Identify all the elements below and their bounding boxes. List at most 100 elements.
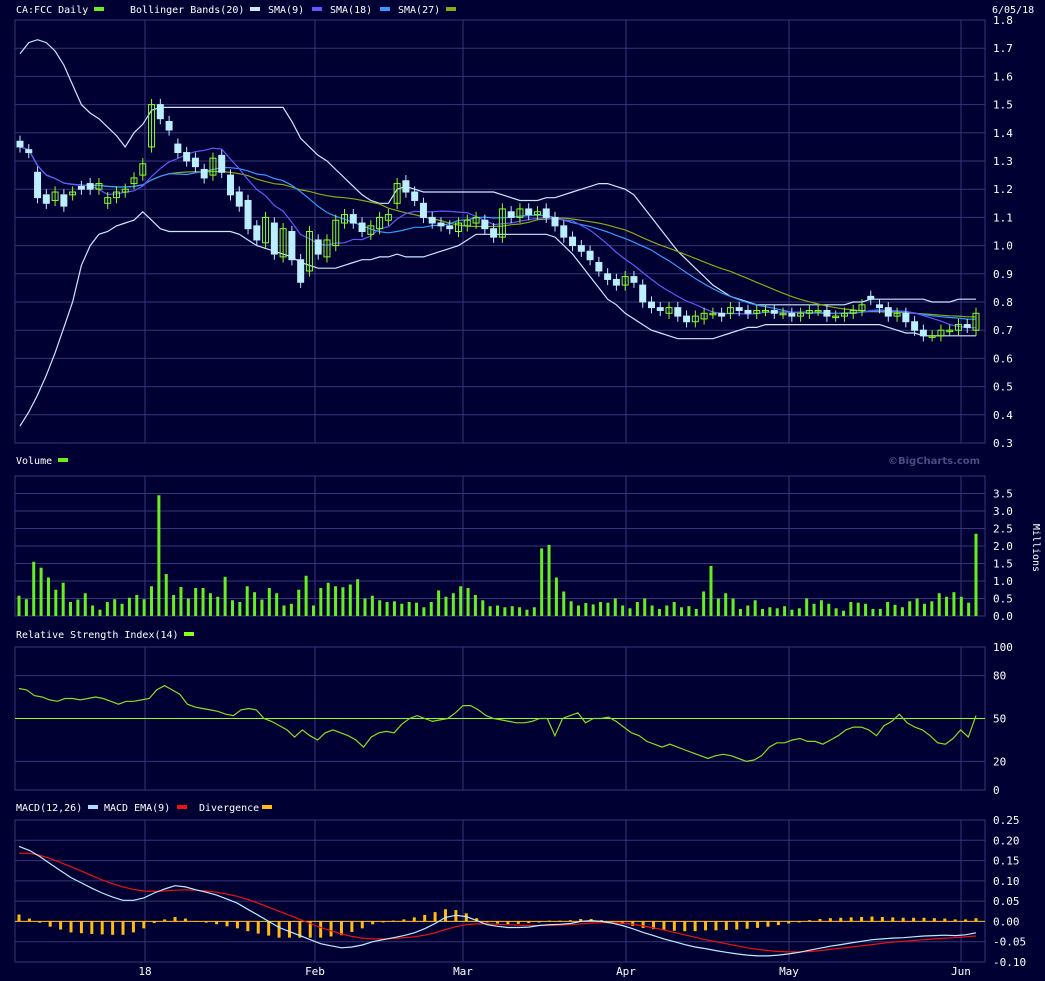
candle-body xyxy=(42,194,50,204)
divergence-bar xyxy=(849,917,853,922)
volume-bar xyxy=(415,602,419,616)
divergence-bar xyxy=(308,921,312,938)
volume-bar xyxy=(680,607,684,616)
macd-y-tick-label: 0.10 xyxy=(993,875,1020,888)
volume-bar xyxy=(746,605,750,616)
volume-bar xyxy=(665,605,669,616)
volume-bar xyxy=(635,602,639,616)
x-tick-label: Apr xyxy=(616,965,636,978)
rsi-line xyxy=(18,684,977,763)
divergence-bar xyxy=(319,921,323,938)
volume-bar xyxy=(260,599,264,616)
candle-body xyxy=(86,183,94,190)
divergence-bar xyxy=(475,918,479,922)
volume-y-tick-label: 1.5 xyxy=(993,558,1013,571)
volume-bar xyxy=(871,609,875,616)
volume-bar xyxy=(650,605,654,616)
macd-legend-divergence: Divergence xyxy=(199,803,259,814)
candle-body xyxy=(16,140,24,148)
divergence-bar xyxy=(121,921,125,935)
divergence-bar xyxy=(506,921,510,925)
divergence-bar xyxy=(756,921,760,928)
volume-bar xyxy=(186,598,190,616)
macd-line xyxy=(18,845,977,957)
divergence-bar xyxy=(724,921,728,930)
volume-bar xyxy=(400,603,404,616)
volume-bar xyxy=(32,561,36,616)
volume-bar xyxy=(437,590,441,616)
volume-bar xyxy=(886,602,890,616)
legend-bollinger: Bollinger Bands(20) xyxy=(130,5,244,16)
volume-bar xyxy=(481,600,485,616)
price-y-tick-label: 1.2 xyxy=(993,183,1013,196)
volume-swatch xyxy=(58,458,68,462)
divergence-bar xyxy=(683,921,687,932)
volume-bar xyxy=(959,596,963,616)
volume-bar xyxy=(576,605,580,616)
divergence-bar xyxy=(371,921,375,925)
divergence-bar xyxy=(433,912,437,922)
volume-bar xyxy=(311,605,315,616)
divergence-bar xyxy=(152,921,156,924)
ema-swatch xyxy=(177,805,187,809)
volume-bar xyxy=(69,602,73,616)
candle-body xyxy=(463,219,471,227)
macd-legend-ema: MACD EMA(9) xyxy=(104,803,170,814)
volume-bar xyxy=(422,607,426,616)
divergence-bar xyxy=(974,918,978,922)
price-y-tick-label: 1.3 xyxy=(993,155,1013,168)
divergence-bar xyxy=(808,920,812,922)
sma18-line xyxy=(19,146,977,320)
divergence-bar xyxy=(69,921,73,933)
volume-bar xyxy=(127,597,131,616)
volume-bar xyxy=(120,603,124,616)
price-panel: 1.8 1.7 1.6 1.5 1.4 1.3 1.2 1.1 1.0 0.9 0.8 0.7 0.6 0… xyxy=(15,14,1013,450)
candle-body xyxy=(393,183,401,204)
volume-bar xyxy=(606,602,610,616)
volume-bar xyxy=(540,548,544,616)
legend-sma18-swatch xyxy=(380,7,390,11)
volume-bar xyxy=(790,609,794,616)
volume-bar xyxy=(304,575,308,616)
volume-bar xyxy=(967,602,971,616)
rsi-panel: 100 80 50 20 0 xyxy=(15,641,1013,797)
candle-body xyxy=(665,307,673,314)
volume-bar xyxy=(783,606,787,616)
volume-bar xyxy=(385,602,389,616)
candle-body xyxy=(428,216,436,224)
volume-bar xyxy=(230,600,234,616)
volume-bar xyxy=(135,595,139,616)
rsi-title: Relative Strength Index(14) xyxy=(16,630,179,641)
divergence-bar xyxy=(787,921,791,924)
price-y-tick-label: 1.5 xyxy=(993,99,1013,112)
rsi-tick-label: 100 xyxy=(993,641,1013,654)
volume-bar xyxy=(297,589,301,616)
candle-body xyxy=(297,259,305,283)
divergence-bar xyxy=(423,914,427,922)
divergence-bar xyxy=(901,917,905,922)
candle-body xyxy=(95,183,103,190)
volume-bar xyxy=(827,603,831,616)
divergence-bar xyxy=(610,921,614,923)
candle-body xyxy=(209,157,217,176)
volume-bar xyxy=(532,607,536,616)
price-y-tick-label: 1.6 xyxy=(993,70,1013,83)
candle-body xyxy=(630,276,638,283)
volume-bar xyxy=(91,605,95,616)
divergence-bar xyxy=(90,921,94,935)
candle-body xyxy=(911,321,919,331)
candle-body xyxy=(753,309,761,314)
candle-body xyxy=(253,225,261,241)
divergence-bar xyxy=(38,921,42,923)
volume-bar xyxy=(547,544,551,616)
divergence-bar xyxy=(839,917,843,922)
candle-body xyxy=(849,309,857,314)
candle-body xyxy=(262,216,270,244)
sma27-line xyxy=(19,146,977,318)
candle-body xyxy=(490,228,498,238)
candle-body xyxy=(419,202,427,218)
volume-bar xyxy=(61,582,65,616)
volume-bar xyxy=(900,607,904,616)
candle-body xyxy=(876,304,884,309)
volume-bar xyxy=(164,574,168,616)
